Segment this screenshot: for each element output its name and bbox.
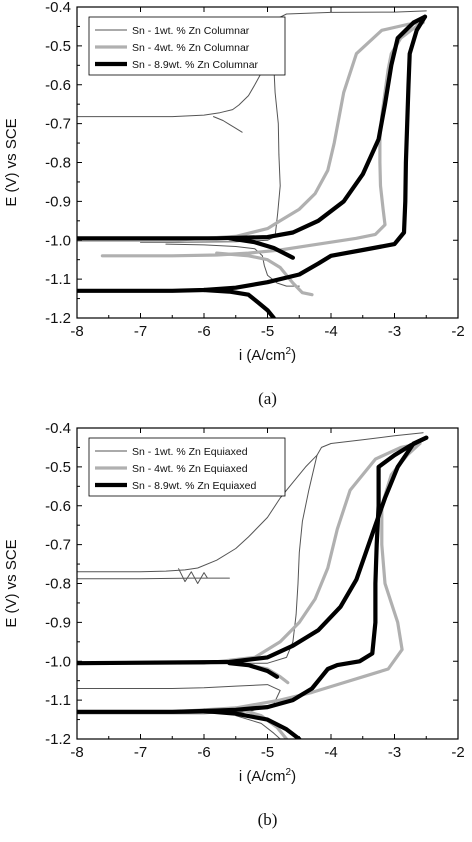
x-tick-label: -8: [70, 744, 83, 761]
y-tick-label: -0.6: [45, 77, 71, 94]
y-tick-label: -1.1: [45, 271, 71, 288]
x-tick-label: -7: [134, 744, 147, 761]
x-tick-label: -2: [451, 744, 464, 761]
y-tick-label: -0.8: [45, 155, 71, 172]
series-1-curve: [235, 715, 281, 739]
y-tick-label: -0.9: [45, 193, 71, 210]
x-tick-label: -5: [261, 744, 274, 761]
figure-caption: (b): [258, 810, 278, 829]
y-tick-label: -1.1: [45, 692, 71, 709]
chart-a: -8 -7 -6 -5 -4 -3 -2 -1.2 -1.1 -1.0 -0.9 -0.8 -0.7 -0…: [0, 0, 472, 420]
y-tick-label: -0.8: [45, 576, 71, 593]
y-tick-label: -1.0: [45, 653, 71, 670]
series-1-curve: [77, 432, 424, 573]
x-axis-title-sup: 2: [286, 767, 292, 778]
x-tick-label: -5: [261, 323, 274, 340]
x-tick-label: -6: [197, 744, 210, 761]
legend: Sn - 1wt. % Zn Columnar Sn - 4wt. % Zn Co…: [88, 16, 286, 76]
series-2-curve: [100, 20, 425, 258]
x-axis-title-end: ): [291, 768, 296, 785]
series-2-curve: [215, 251, 314, 297]
x-axis-title: i (A/cm2): [239, 767, 296, 785]
x-tick-label: -2: [451, 323, 464, 340]
x-axis-title-main: i (A/cm: [239, 347, 286, 364]
x-tick-label: -4: [324, 323, 337, 340]
series-3-curve: [201, 287, 276, 318]
figure-caption: (a): [258, 389, 277, 408]
series-3-curve: [77, 435, 429, 666]
series-3-curve: [227, 236, 295, 260]
chart-a-svg: -8 -7 -6 -5 -4 -3 -2 -1.2 -1.1 -1.0 -0.9 -0.8 -0.7 -0…: [3, 0, 465, 408]
y-tick-label: -0.4: [45, 421, 71, 437]
series-3-curve: [77, 14, 428, 293]
series-1-curve: [77, 577, 230, 580]
chart-b: -8 -7 -6 -5 -4 -3 -2 -1.2 -1.1 -1.0 -0.9 -0.8 -0.7 -0…: [0, 421, 472, 841]
x-axis-title-end: ): [291, 347, 296, 364]
x-tick-label: -7: [134, 323, 147, 340]
x-tick-label: -3: [388, 744, 401, 761]
y-tick-label: -0.7: [45, 116, 71, 133]
legend-label: Sn - 4wt. % Zn Equiaxed: [132, 463, 248, 475]
series-3-curve: [77, 435, 429, 714]
series-2: [77, 20, 425, 297]
x-tick-label: -4: [324, 744, 337, 761]
x-tick-label: -6: [197, 323, 210, 340]
y-tick-label: -1.2: [45, 731, 71, 748]
legend: Sn - 1wt. % Zn Equiaxed Sn - 4wt. % Zn Eq…: [88, 437, 286, 497]
series-3-curve: [227, 661, 280, 679]
legend-label: Sn - 1wt. % Zn Equiaxed: [132, 446, 248, 458]
x-axis-title-sup: 2: [286, 346, 292, 357]
series-1-curve: [140, 37, 281, 243]
series-2-curve: [77, 20, 425, 242]
y-tick-label: -0.4: [45, 0, 71, 16]
series-3: [77, 435, 429, 739]
legend-label: Sn - 8.9wt. % Zn Columnar: [132, 59, 259, 71]
y-axis-title: E (V) vs SCE: [3, 539, 20, 627]
y-tick-label: -0.5: [45, 38, 71, 55]
series-3: [77, 14, 428, 318]
x-tick-label: -3: [388, 323, 401, 340]
y-tick-label: -0.7: [45, 537, 71, 554]
x-tick-label: -8: [70, 323, 83, 340]
legend-label: Sn - 1wt. % Zn Columnar: [132, 25, 250, 37]
y-tick-label: -0.5: [45, 459, 71, 476]
chart-b-svg: -8 -7 -6 -5 -4 -3 -2 -1.2 -1.1 -1.0 -0.9 -0.8 -0.7 -0…: [3, 421, 465, 829]
series-1-curve: [213, 116, 243, 133]
series-group: [77, 10, 428, 318]
y-tick-label: -1.0: [45, 232, 71, 249]
y-tick-label: -0.6: [45, 498, 71, 515]
series-1-curve: [77, 684, 281, 715]
series-3-curve: [201, 708, 302, 739]
y-tick-label: -1.2: [45, 310, 71, 327]
series-3-curve: [77, 14, 428, 241]
series-1-curve: [178, 568, 208, 584]
series-1-curve: [165, 243, 300, 287]
legend-label: Sn - 8.9wt. % Zn Equiaxed: [132, 480, 256, 492]
x-axis-title: i (A/cm2): [239, 346, 296, 364]
legend-label: Sn - 4wt. % Zn Columnar: [132, 42, 250, 54]
series-group: [77, 432, 429, 739]
y-axis-title: E (V) vs SCE: [3, 118, 20, 206]
y-tick-label: -0.9: [45, 614, 71, 631]
x-axis-title-main: i (A/cm: [239, 768, 286, 785]
